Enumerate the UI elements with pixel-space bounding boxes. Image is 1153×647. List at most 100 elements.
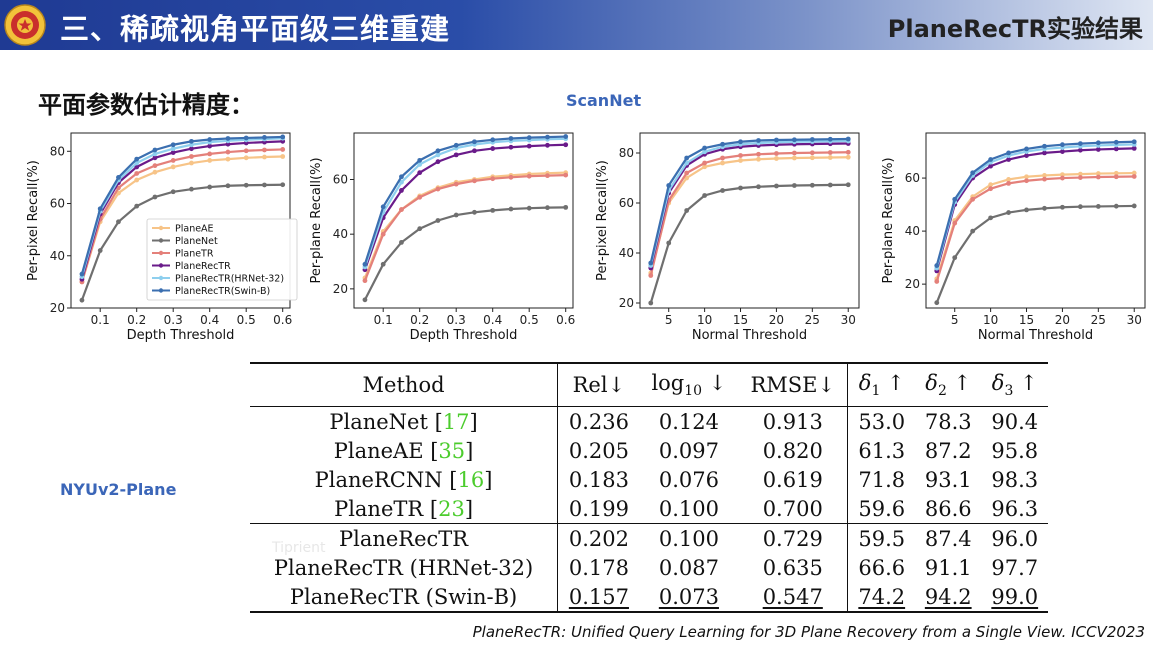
data-point [809, 150, 815, 156]
rmse-cell: 0.547 [762, 584, 823, 609]
data-point [243, 155, 249, 161]
scannet-dataset-label: ScanNet [566, 91, 642, 110]
data-point [152, 155, 158, 161]
rel-cell: 0.199 [557, 494, 640, 524]
data-point [1095, 204, 1101, 209]
data-point [1131, 145, 1137, 151]
data-point [453, 181, 459, 187]
data-point [526, 173, 532, 179]
method-cell: PlaneRecTR (Swin-B) [289, 584, 518, 609]
data-point [225, 141, 231, 147]
chart-normal-pixel-recall: 5 10 15 20 25 30 20 40 60 80 Normal Threshold Per-p… [595, 132, 860, 342]
data-point [774, 156, 779, 161]
nyuv2-results-table: Method Rel↓ log10 ↓ RMSE↓ δ1 ↑ δ2 ↑ δ3 ↑… [250, 362, 1048, 613]
d1-cell: 53.0 [847, 406, 915, 436]
chart-depth-plane-recall: 0.1 0.2 0.3 0.4 0.5 0.6 20 40 60 Depth Threshold P… [309, 132, 575, 342]
data-point [490, 146, 496, 151]
data-point [988, 186, 994, 192]
data-point [380, 261, 386, 267]
data-point [207, 137, 213, 142]
data-point [827, 136, 833, 142]
data-point [1077, 147, 1083, 153]
data-point [243, 148, 249, 154]
x-tick-label: 20 [1055, 313, 1070, 327]
rmse-cell: 0.729 [762, 526, 823, 551]
col-rmse: RMSE↓ [750, 373, 836, 397]
data-point [225, 149, 231, 155]
data-point [280, 182, 286, 188]
x-tick-label: 0.6 [556, 313, 575, 327]
data-point [1060, 142, 1065, 148]
log10-cell: 0.073 [658, 584, 719, 609]
data-point [545, 173, 550, 179]
table-row-planetr: PlaneTR [23] 0.199 0.100 0.700 59.6 86.6… [250, 494, 1048, 524]
data-point [774, 151, 779, 156]
x-tick-label: 0.4 [200, 313, 219, 327]
data-point [490, 137, 496, 143]
d3-cell: 90.4 [991, 409, 1039, 434]
data-point [1077, 175, 1083, 180]
data-point [1113, 139, 1119, 145]
data-point [435, 152, 441, 158]
series-line [80, 155, 283, 283]
legend-marker [158, 250, 164, 256]
table-row-planercnn: PlaneRCNN [16] 0.183 0.076 0.619 71.8 93… [250, 465, 1048, 494]
series-line [935, 171, 1135, 280]
series-line [935, 147, 1135, 272]
data-point [702, 160, 708, 166]
data-point [225, 183, 231, 189]
col-delta2: δ2 ↑ [925, 370, 972, 400]
data-point [399, 188, 404, 193]
data-point [508, 144, 514, 150]
data-point [399, 179, 404, 185]
data-point [399, 207, 404, 212]
data-point [1006, 150, 1011, 156]
x-tick-label: 5 [951, 313, 959, 327]
x-tick-label: 0.3 [447, 313, 466, 327]
y-tick-label: 40 [333, 227, 348, 241]
data-point [1131, 174, 1137, 179]
x-tick-label: 0.1 [374, 313, 393, 327]
data-point [563, 134, 569, 139]
y-tick-label: 60 [50, 197, 65, 211]
data-point [738, 153, 743, 158]
data-point [472, 209, 477, 215]
plot-frame [353, 132, 574, 309]
d3-cell: 99.0 [991, 584, 1039, 609]
y-tick-label: 60 [905, 171, 920, 185]
method-cell: PlaneRecTR (HRNet-32) [273, 555, 534, 580]
data-point [1024, 178, 1029, 184]
rmse-cell: 0.820 [762, 438, 823, 463]
data-point [791, 137, 797, 143]
d3-cell: 98.3 [991, 467, 1039, 492]
col-delta1: δ1 ↑ [847, 363, 915, 407]
legend-marker [158, 288, 164, 293]
d3-cell: 97.7 [991, 555, 1039, 580]
data-point [720, 160, 725, 166]
d2-cell: 87.4 [924, 526, 972, 551]
d1-cell: 74.2 [847, 582, 915, 612]
legend-marker [158, 275, 164, 281]
y-tick-label: 20 [905, 277, 920, 291]
university-emblem-icon [4, 4, 46, 46]
d2-cell: 87.2 [924, 438, 972, 463]
log10-cell: 0.076 [658, 467, 719, 492]
data-point [774, 183, 779, 189]
data-point [1095, 174, 1101, 180]
data-point [684, 170, 690, 176]
rel-cell: 0.178 [557, 553, 640, 582]
d3-cell: 96.3 [991, 496, 1039, 521]
data-point [970, 170, 976, 176]
col-method: Method [362, 373, 445, 397]
data-point [417, 170, 423, 176]
data-point [1024, 174, 1029, 180]
x-axis-label: Depth Threshold [127, 328, 235, 342]
data-point [774, 137, 779, 143]
legend-entry: PlaneAE [175, 224, 214, 235]
legend-entry: PlaneRecTR(Swin-B) [175, 286, 270, 297]
data-point [189, 186, 194, 192]
data-point [1006, 180, 1011, 186]
method-cell: PlaneNet [17] [329, 409, 478, 434]
data-point [526, 143, 532, 149]
y-axis-label: Per-plane Recall(%) [309, 157, 324, 283]
